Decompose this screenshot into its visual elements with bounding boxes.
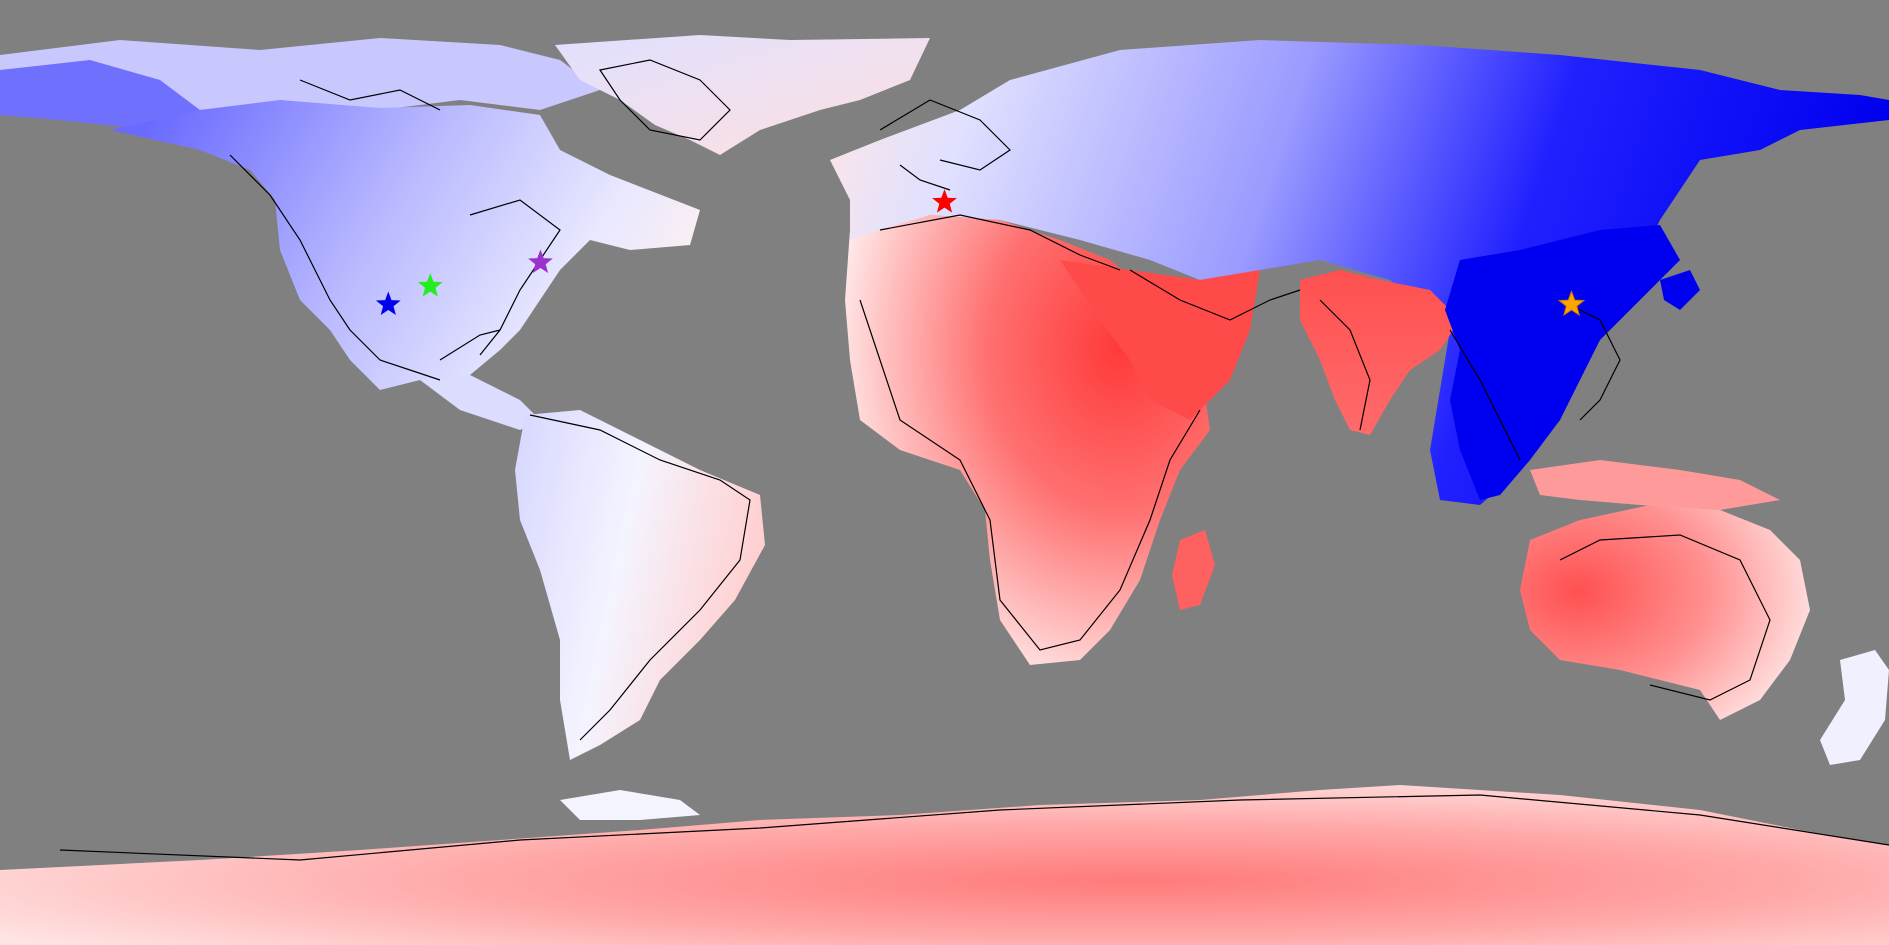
- markers-layer: [375, 189, 1586, 317]
- northeast-us-star: [528, 249, 553, 273]
- north-america-region: [110, 100, 700, 390]
- maritime-southeast-asia-region: [1530, 460, 1780, 510]
- east-china-star: [1557, 290, 1586, 317]
- south-america-region: [515, 410, 765, 760]
- east-asia-region: [1445, 225, 1680, 500]
- new-zealand-region: [1820, 650, 1889, 765]
- central-america-region: [420, 375, 540, 430]
- coastlines: [59, 59, 1889, 861]
- india-region: [1300, 270, 1460, 435]
- alaska-strip: [0, 60, 200, 130]
- antarctica-region: [0, 785, 1889, 945]
- eurasia-region: [830, 40, 1889, 505]
- greenland-region: [555, 35, 930, 155]
- middle-east-region: [1060, 260, 1260, 420]
- london-star: [932, 189, 957, 213]
- southwest-us-star: [375, 291, 401, 315]
- antarctic-peninsula-region: [560, 790, 700, 820]
- madagascar-region: [1172, 530, 1215, 610]
- japan-region: [1660, 270, 1700, 310]
- great-plains-star: [417, 273, 443, 297]
